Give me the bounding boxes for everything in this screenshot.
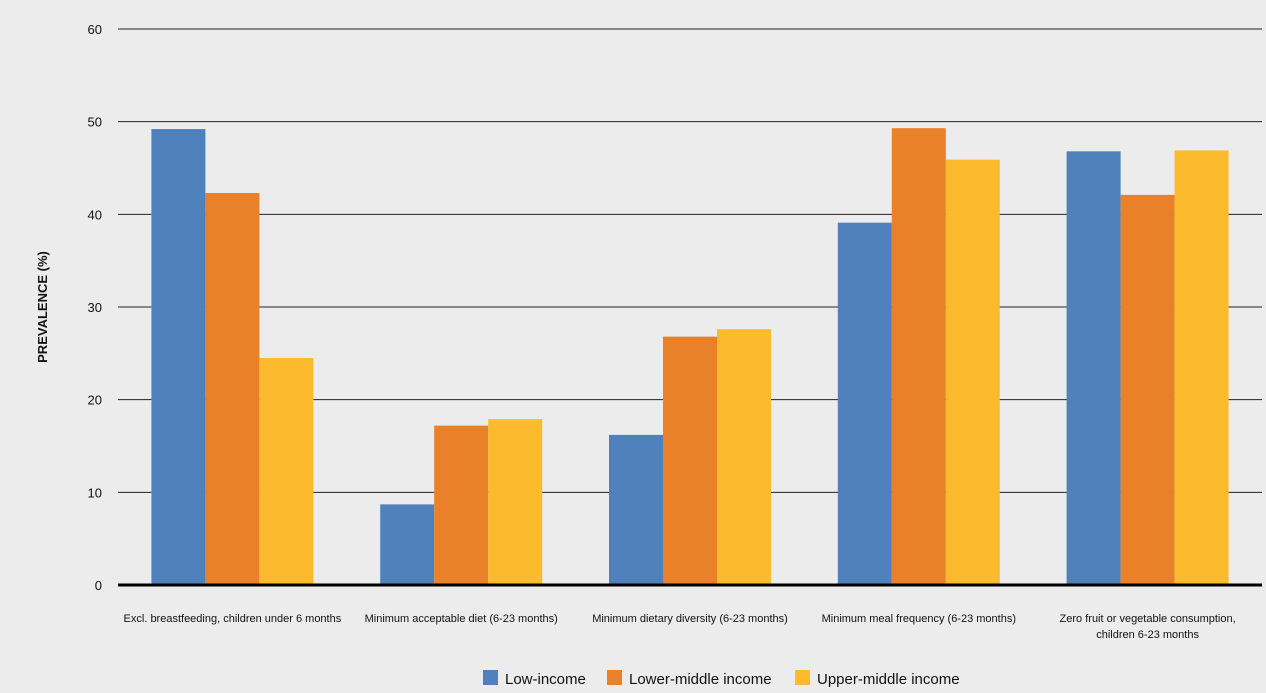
legend-label: Upper-middle income (817, 671, 960, 688)
legend-swatch (607, 670, 622, 685)
x-tick-label: Zero fruit or vegetable consumption, chil… (1060, 613, 1236, 641)
legend-label: Low-income (505, 671, 586, 688)
legend-swatch (795, 670, 810, 685)
x-tick-label: Minimum acceptable diet (6-23 months) (365, 613, 558, 625)
y-tick-label: 0 (95, 578, 102, 593)
bar (891, 128, 946, 586)
legend-swatch (483, 670, 498, 685)
bar (488, 419, 543, 585)
bar (1120, 194, 1175, 585)
y-tick-label: 50 (88, 115, 102, 130)
bar (717, 329, 771, 585)
bar (1174, 150, 1229, 586)
y-tick-label: 60 (88, 22, 102, 37)
bar (205, 193, 260, 585)
bar (945, 159, 1000, 585)
y-tick-label: 20 (88, 393, 102, 408)
y-tick-label: 30 (88, 300, 102, 315)
bar (259, 357, 314, 585)
x-tick-label: Minimum meal frequency (6-23 months) (822, 613, 1016, 625)
x-tick-label: Minimum dietary diversity (6-23 months) (592, 613, 788, 625)
bar (380, 504, 435, 585)
bar (663, 336, 717, 585)
bar (151, 129, 206, 585)
legend-label: Lower-middle income (629, 671, 772, 688)
y-tick-label: 10 (88, 485, 102, 500)
bar (1066, 151, 1121, 585)
bar (434, 425, 489, 585)
y-tick-label: 40 (88, 207, 102, 222)
y-axis-label: PREVALENCE (%) (35, 251, 50, 363)
bar (609, 434, 663, 585)
bar (837, 222, 892, 585)
x-tick-label: Excl. breastfeeding, children under 6 mo… (124, 613, 342, 625)
